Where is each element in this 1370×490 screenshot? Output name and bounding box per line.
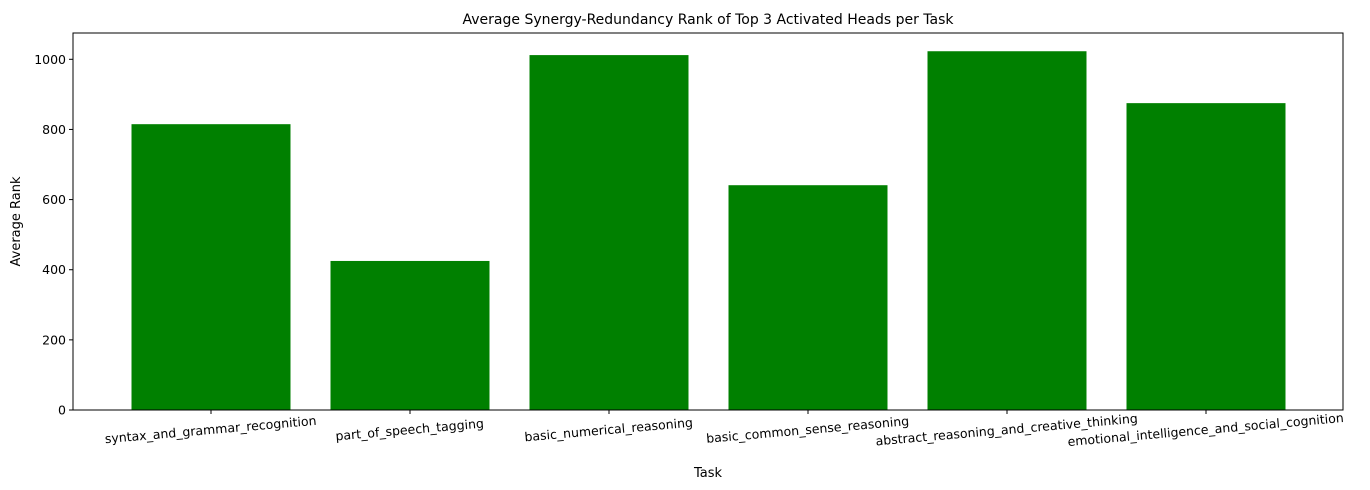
y-tick-label: 200: [42, 332, 66, 347]
y-tick-label: 800: [42, 122, 66, 137]
bars-layer: [131, 51, 1286, 411]
y-tick-label: 0: [58, 403, 66, 418]
bar-syntax_and_grammar_recognition: [131, 124, 291, 410]
x-axis-label: Task: [693, 466, 723, 481]
bar-basic_numerical_reasoning: [529, 55, 689, 410]
x-axis: syntax_and_grammar_recognition part_of_sp…: [104, 410, 1344, 449]
bar-emotional_intelligence_and_social_cognition: [1126, 103, 1286, 411]
chart-title: Average Synergy-Redundancy Rank of Top 3…: [463, 12, 955, 28]
bar-abstract_reasoning_and_creative_thinking: [927, 51, 1087, 411]
bar-basic_common_sense_reasoning: [728, 185, 888, 410]
y-tick-label: 600: [42, 192, 66, 207]
plot-frame: [72, 32, 1344, 411]
y-tick-label: 1000: [34, 52, 66, 67]
x-tick-label: part_of_speech_tagging: [335, 416, 485, 444]
x-tick-label: syntax_and_grammar_recognition: [104, 413, 317, 446]
y-tick-label: 400: [42, 262, 66, 277]
y-axis: 0 200 400 600 800 1000: [34, 52, 73, 418]
bar-part_of_speech_tagging: [330, 260, 490, 410]
x-tick-label: basic_numerical_reasoning: [524, 415, 694, 445]
y-axis-label: Average Rank: [9, 176, 24, 266]
